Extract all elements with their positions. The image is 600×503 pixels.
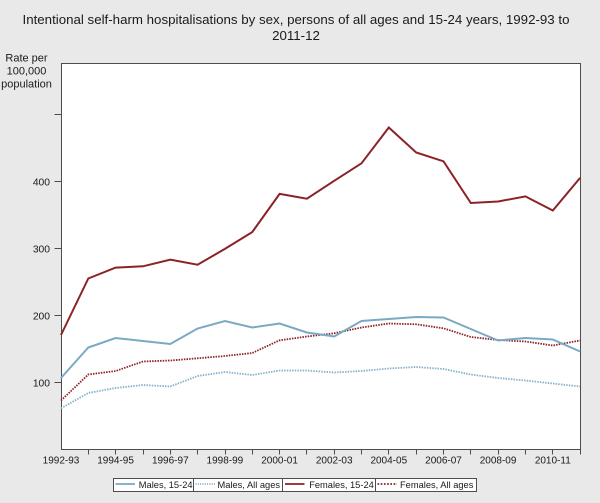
svg-text:population: population [1,79,52,91]
svg-text:200: 200 [33,311,50,322]
svg-text:1994-95: 1994-95 [97,456,134,467]
svg-text:1992-93: 1992-93 [43,456,80,467]
svg-text:Males, 15-24: Males, 15-24 [139,480,193,490]
svg-text:400: 400 [33,177,50,188]
svg-text:2004-05: 2004-05 [370,456,407,467]
svg-text:Intentional self-harm hospital: Intentional self-harm hospitalisations b… [23,12,570,27]
svg-text:1998-99: 1998-99 [207,456,244,467]
svg-text:Rate per: Rate per [5,53,48,65]
svg-text:2010-11: 2010-11 [535,456,571,467]
svg-text:Males, All ages: Males, All ages [218,480,281,490]
svg-text:1996-97: 1996-97 [152,456,189,467]
svg-text:100,000: 100,000 [7,66,47,78]
svg-text:300: 300 [33,244,50,255]
svg-text:2006-07: 2006-07 [425,456,462,467]
svg-text:2002-03: 2002-03 [316,456,353,467]
svg-text:2000-01: 2000-01 [261,456,298,467]
svg-text:2011-12: 2011-12 [272,28,320,43]
svg-text:2008-09: 2008-09 [480,456,517,467]
svg-text:Females, 15-24: Females, 15-24 [309,480,374,490]
svg-text:100: 100 [33,378,50,389]
svg-text:Females, All ages: Females, All ages [400,480,474,490]
